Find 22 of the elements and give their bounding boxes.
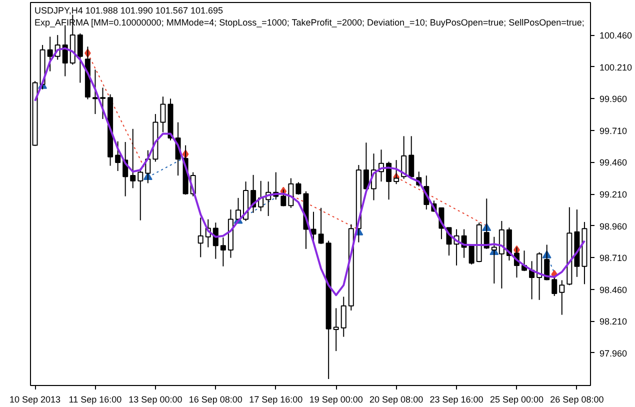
x-tick-label: 20 Sep 08:00 <box>370 394 424 404</box>
y-tick-label: 99.210 <box>600 190 628 200</box>
x-tick-label: 16 Sep 08:00 <box>188 394 242 404</box>
y-tick-label: 98.960 <box>600 221 628 232</box>
y-tick-label: 100.460 <box>600 30 632 41</box>
x-tick-label: 17 Sep 16:00 <box>249 394 303 404</box>
x-tick-label: 10 Sep 2013 <box>9 394 61 404</box>
y-tick-label: 99.460 <box>600 158 628 168</box>
y-tick-label: 98.460 <box>600 284 628 295</box>
y-tick-label: 98.710 <box>600 253 628 264</box>
y-tick-label: 98.210 <box>600 316 628 327</box>
x-tick-label: 11 Sep 16:00 <box>68 394 122 404</box>
x-tick-label: 13 Sep 00:00 <box>128 394 182 404</box>
y-tick-label: 99.960 <box>600 94 628 104</box>
x-tick-label: 26 Sep 08:00 <box>550 394 604 404</box>
x-tick-label: 23 Sep 16:00 <box>430 394 484 404</box>
y-tick-label: 97.960 <box>600 348 628 358</box>
y-tick-label: 100.210 <box>600 62 632 72</box>
x-tick-label: 19 Sep 00:00 <box>309 394 363 404</box>
chart-title: USDJPY,H4 101.988 101.990 101.567 101.695 <box>34 6 223 16</box>
y-tick-label: 99.710 <box>600 126 628 136</box>
x-tick-label: 25 Sep 00:00 <box>490 394 544 404</box>
